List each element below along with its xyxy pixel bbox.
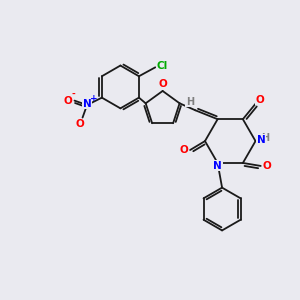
Text: H: H (186, 97, 194, 107)
Text: O: O (64, 96, 72, 106)
Text: O: O (255, 95, 264, 105)
Text: N: N (257, 135, 266, 145)
Text: O: O (158, 80, 167, 89)
Text: Cl: Cl (156, 61, 167, 71)
Text: O: O (180, 145, 189, 155)
Text: +: + (90, 94, 98, 103)
Text: N: N (82, 99, 91, 109)
Text: -: - (71, 90, 75, 99)
Text: N: N (213, 161, 222, 171)
Text: H: H (261, 133, 269, 142)
Text: O: O (262, 161, 271, 171)
Text: O: O (75, 119, 84, 129)
